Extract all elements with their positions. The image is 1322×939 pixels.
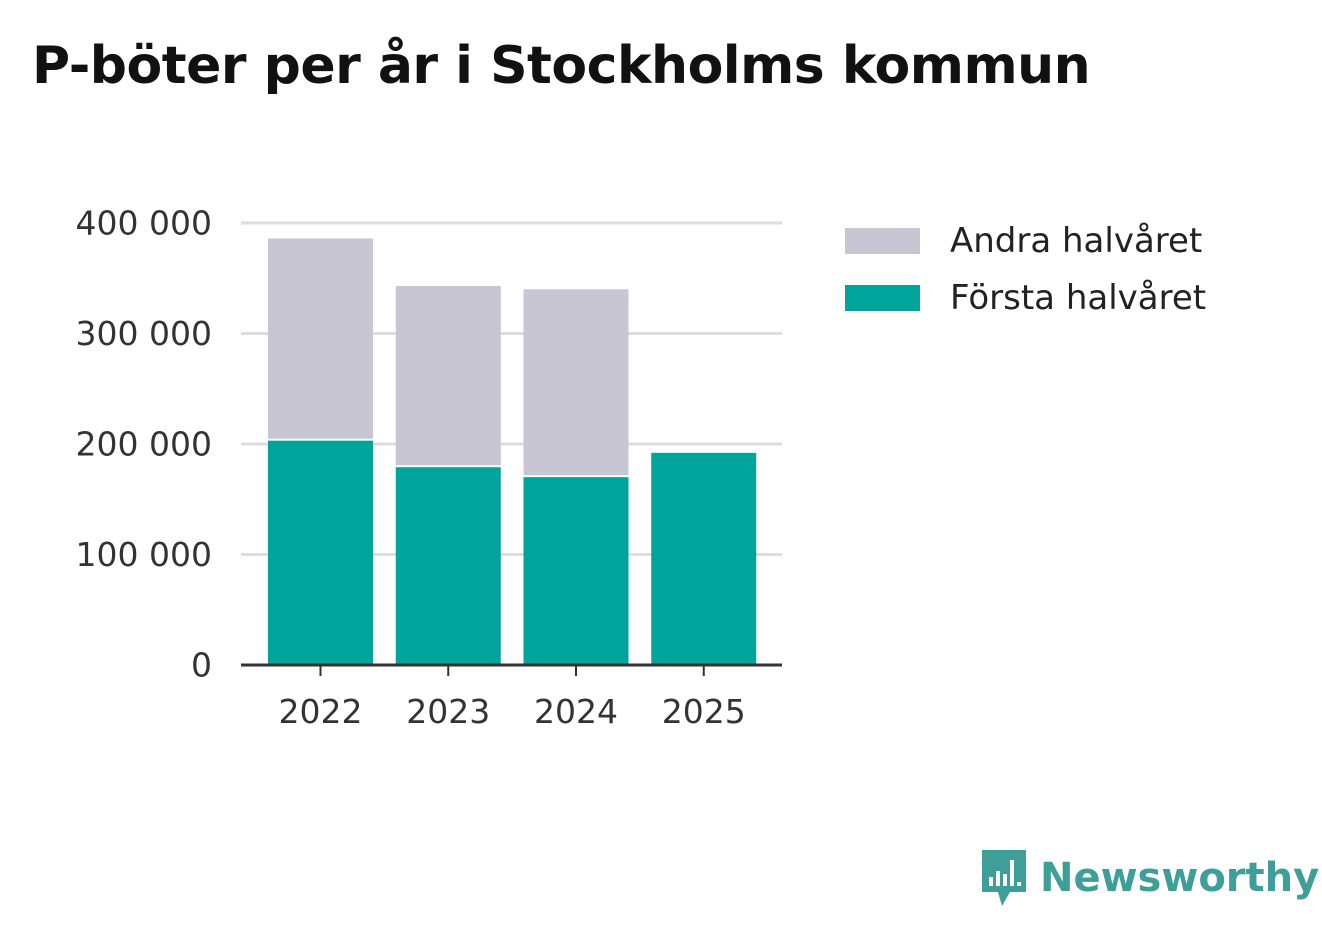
legend-swatch-second-half xyxy=(845,227,920,254)
bar-first-half xyxy=(523,477,629,665)
x-tick-label: 2023 xyxy=(406,692,490,731)
x-tick-label: 2024 xyxy=(534,692,618,731)
y-tick-label: 100 000 xyxy=(76,535,212,574)
legend: Andra halvåret Första halvåret xyxy=(845,212,1206,326)
bar-first-half xyxy=(395,467,501,665)
chart-title: P-böter per år i Stockholms kommun xyxy=(32,36,1091,96)
legend-swatch-first-half xyxy=(845,284,920,311)
x-tick-label: 2022 xyxy=(279,692,363,731)
x-tick-label: 2025 xyxy=(662,692,746,731)
newsworthy-logo-icon xyxy=(982,850,1026,906)
legend-item-first-half: Första halvåret xyxy=(845,269,1206,326)
bar-chart: 0 100 000 200 000 300 000 400 000 2022 2023 202… xyxy=(76,204,782,731)
y-tick-label: 200 000 xyxy=(76,425,212,464)
legend-label-second-half: Andra halvåret xyxy=(950,220,1203,261)
brand: Newsworthy xyxy=(980,848,1319,908)
bar-first-half xyxy=(268,440,373,665)
legend-label-first-half: Första halvåret xyxy=(950,277,1207,318)
y-tick-label: 400 000 xyxy=(76,204,212,243)
bar-second-half xyxy=(395,285,501,466)
y-tick-label: 300 000 xyxy=(76,314,212,353)
y-tick-label: 0 xyxy=(191,646,212,685)
brand-name: Newsworthy xyxy=(1040,855,1320,901)
bar-second-half xyxy=(523,289,629,476)
bar-first-half xyxy=(651,452,757,665)
bar-second-half xyxy=(268,238,373,439)
legend-item-second-half: Andra halvåret xyxy=(845,212,1206,269)
